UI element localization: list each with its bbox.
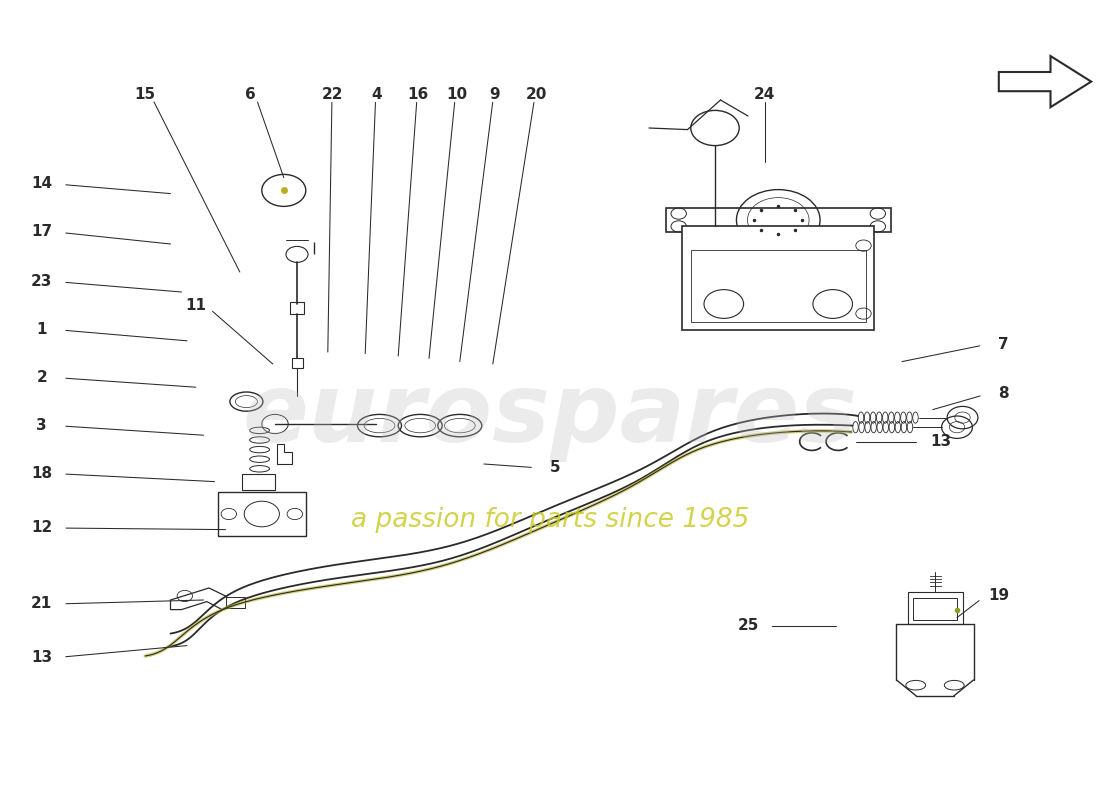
- Text: 1: 1: [36, 322, 47, 337]
- Text: 14: 14: [31, 177, 53, 191]
- FancyBboxPatch shape: [226, 597, 245, 608]
- Text: 18: 18: [31, 466, 53, 481]
- FancyBboxPatch shape: [218, 492, 306, 536]
- Text: 22: 22: [321, 87, 343, 102]
- Text: 16: 16: [407, 87, 429, 102]
- Text: 8: 8: [998, 386, 1009, 401]
- FancyBboxPatch shape: [691, 250, 866, 322]
- Text: 10: 10: [446, 87, 468, 102]
- Text: 25: 25: [737, 618, 759, 633]
- Text: 9: 9: [490, 87, 500, 102]
- Text: 13: 13: [930, 434, 952, 449]
- Text: eurospares: eurospares: [242, 370, 858, 462]
- Text: 13: 13: [31, 650, 53, 665]
- Text: 17: 17: [31, 225, 53, 239]
- Text: 24: 24: [754, 87, 776, 102]
- Text: 11: 11: [185, 298, 207, 313]
- FancyBboxPatch shape: [682, 226, 874, 330]
- Text: 23: 23: [31, 274, 53, 289]
- Text: 2: 2: [36, 370, 47, 385]
- Text: a passion for parts since 1985: a passion for parts since 1985: [351, 507, 749, 533]
- Text: 20: 20: [526, 87, 548, 102]
- Text: 12: 12: [31, 521, 53, 535]
- FancyBboxPatch shape: [242, 474, 275, 490]
- Text: 6: 6: [245, 87, 256, 102]
- Text: 15: 15: [134, 87, 156, 102]
- Text: 19: 19: [988, 589, 1010, 603]
- Text: 7: 7: [998, 337, 1009, 351]
- FancyBboxPatch shape: [666, 208, 891, 232]
- Text: 21: 21: [31, 597, 53, 611]
- FancyBboxPatch shape: [913, 598, 957, 620]
- Text: 5: 5: [550, 461, 561, 475]
- FancyBboxPatch shape: [292, 358, 302, 368]
- Text: 3: 3: [36, 418, 47, 433]
- FancyBboxPatch shape: [290, 302, 304, 314]
- Text: 4: 4: [371, 87, 382, 102]
